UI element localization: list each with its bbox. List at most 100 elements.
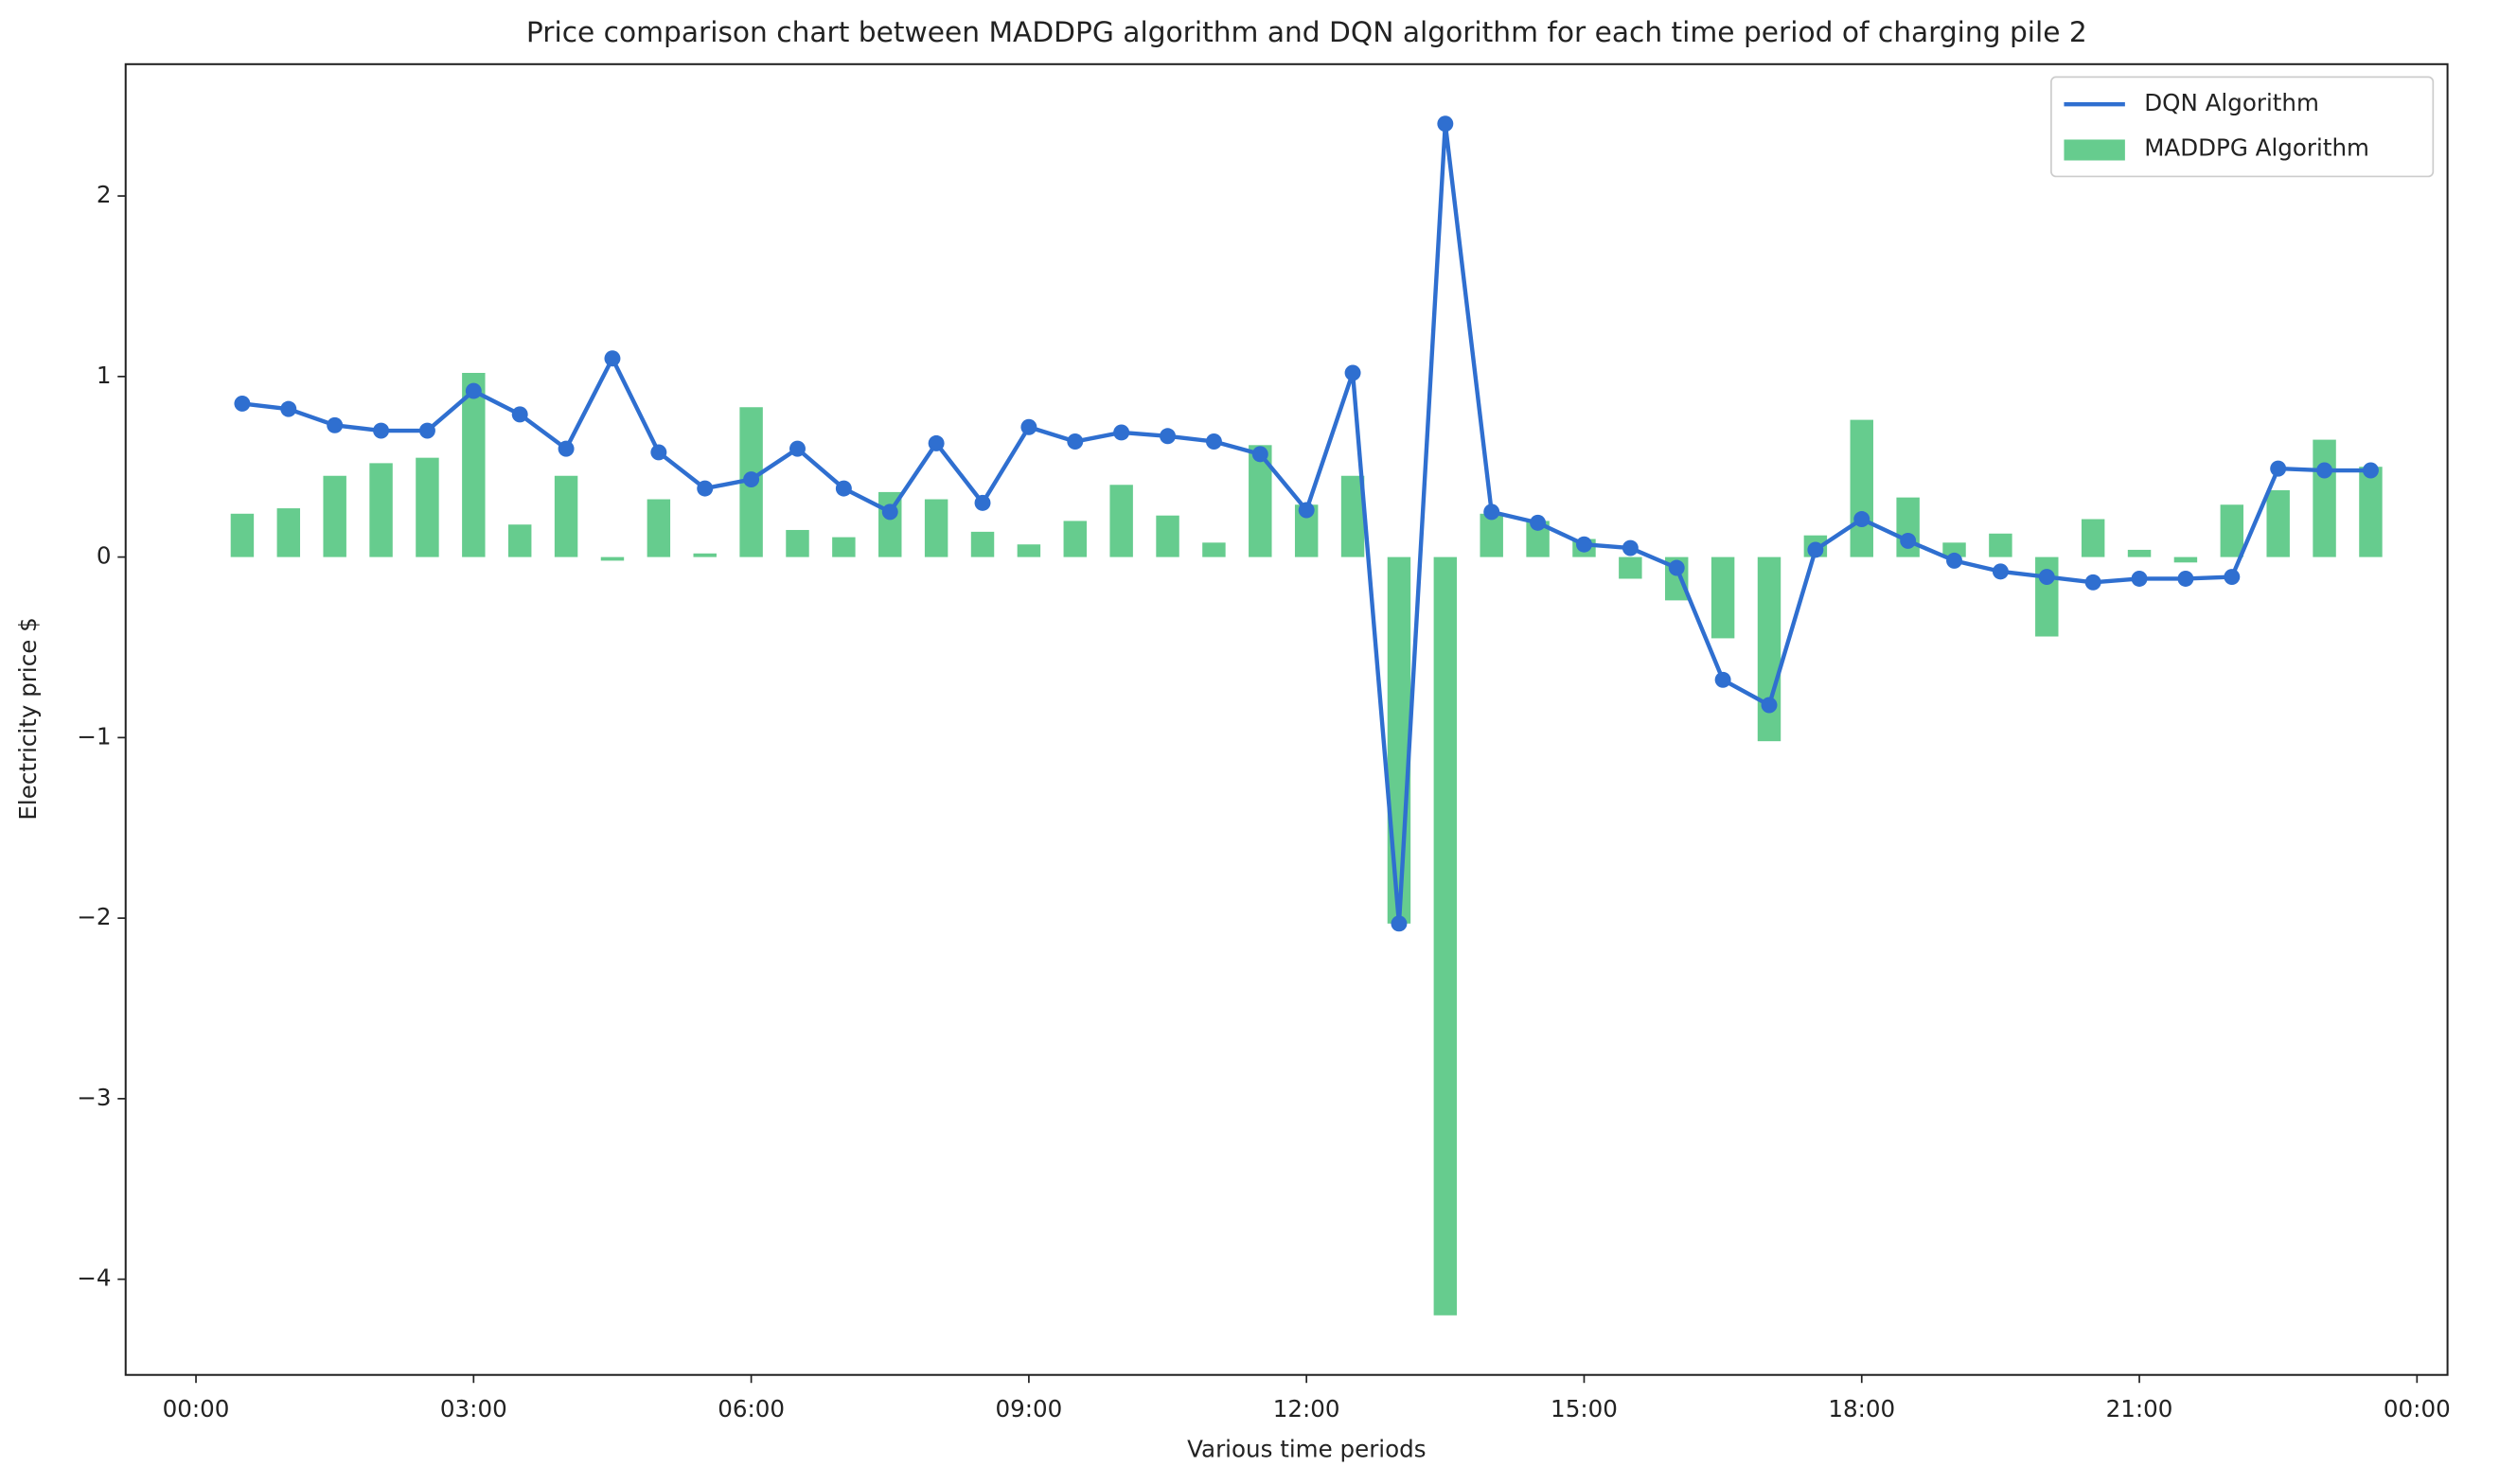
bar [1850, 419, 1873, 557]
point [697, 480, 714, 497]
bar [1109, 485, 1133, 557]
bar [1710, 556, 1735, 639]
point [373, 422, 390, 439]
x-tick-label: 00:00 [2384, 1395, 2451, 1422]
x-tick-label: 12:00 [1273, 1395, 1340, 1422]
point [1807, 541, 1824, 558]
bar [230, 513, 255, 557]
point [327, 416, 344, 433]
point [1622, 539, 1639, 556]
point [1530, 514, 1547, 531]
point [2084, 574, 2101, 591]
point [1483, 504, 1500, 521]
x-tick-label: 09:00 [995, 1395, 1062, 1422]
y-tick-label: −4 [77, 1264, 111, 1292]
point [604, 350, 621, 367]
bar [507, 524, 532, 557]
point [2224, 569, 2241, 586]
bar [2266, 490, 2290, 557]
point [2038, 569, 2055, 586]
bar [647, 499, 671, 557]
bar [2081, 519, 2105, 557]
bar [2127, 549, 2152, 557]
point [1391, 915, 1408, 932]
point [1761, 697, 1778, 714]
bar [786, 529, 809, 557]
point [1298, 502, 1315, 519]
point [881, 504, 898, 521]
bar [832, 537, 856, 557]
point [418, 422, 435, 439]
y-tick-label: −1 [77, 722, 111, 750]
bar [1757, 556, 1781, 742]
point [2131, 570, 2148, 587]
y-tick-label: 1 [97, 362, 112, 389]
legend-box [2050, 76, 2435, 178]
bar [1433, 556, 1458, 1316]
x-tick-label: 18:00 [1828, 1395, 1895, 1422]
point [2316, 462, 2333, 479]
point [1714, 671, 1731, 688]
y-tick-label: 0 [97, 542, 112, 570]
bar [416, 457, 439, 557]
point [1900, 532, 1917, 549]
point [928, 434, 945, 451]
y-tick-label: −2 [77, 903, 111, 930]
x-tick-label: 15:00 [1551, 1395, 1618, 1422]
point [1575, 536, 1592, 553]
point [511, 406, 528, 423]
x-tick-label: 03:00 [440, 1395, 507, 1422]
y-tick-label: −3 [77, 1084, 111, 1111]
plot-frame [124, 62, 2449, 1376]
bar [924, 499, 948, 557]
point [2270, 460, 2287, 477]
bar [970, 531, 995, 557]
bar [1387, 556, 1411, 924]
point [280, 400, 297, 417]
point [1020, 418, 1037, 435]
bar [2313, 439, 2336, 557]
bar [323, 475, 346, 557]
bar [693, 553, 717, 557]
point [465, 382, 482, 399]
bar [462, 373, 486, 557]
x-tick-label: 21:00 [2106, 1395, 2173, 1422]
point [1251, 446, 1268, 463]
point [1668, 559, 1685, 576]
point [1853, 511, 1870, 527]
bar [369, 463, 393, 557]
bar [1942, 542, 1966, 557]
legend-label: MADDPG Algorithm [2144, 134, 2369, 162]
point [1205, 433, 1222, 450]
point [558, 440, 575, 457]
bar [2220, 504, 2244, 557]
bar [1989, 533, 2012, 557]
point [1067, 433, 1084, 450]
point [743, 471, 760, 488]
bar [276, 508, 301, 557]
point [1992, 563, 2009, 580]
bar [1202, 542, 1226, 557]
bar [2359, 467, 2383, 557]
point [1113, 424, 1130, 441]
y-axis-label: Electricity price $ [14, 617, 42, 820]
point [1160, 428, 1177, 445]
legend-swatch [2064, 139, 2125, 161]
point [1344, 364, 1361, 381]
x-tick-label: 00:00 [163, 1395, 230, 1422]
point [1946, 552, 1962, 569]
point [835, 480, 852, 497]
bar [554, 475, 578, 557]
point [2177, 570, 2194, 587]
bar [1480, 513, 1503, 557]
x-axis-label: Various time periods [1187, 1435, 1426, 1462]
point [650, 444, 667, 461]
point [2362, 462, 2379, 479]
point [789, 440, 806, 457]
point [974, 494, 991, 511]
chart-title: Price comparison chart between MADDPG al… [526, 15, 2087, 48]
point [234, 395, 251, 412]
bar [600, 556, 625, 561]
